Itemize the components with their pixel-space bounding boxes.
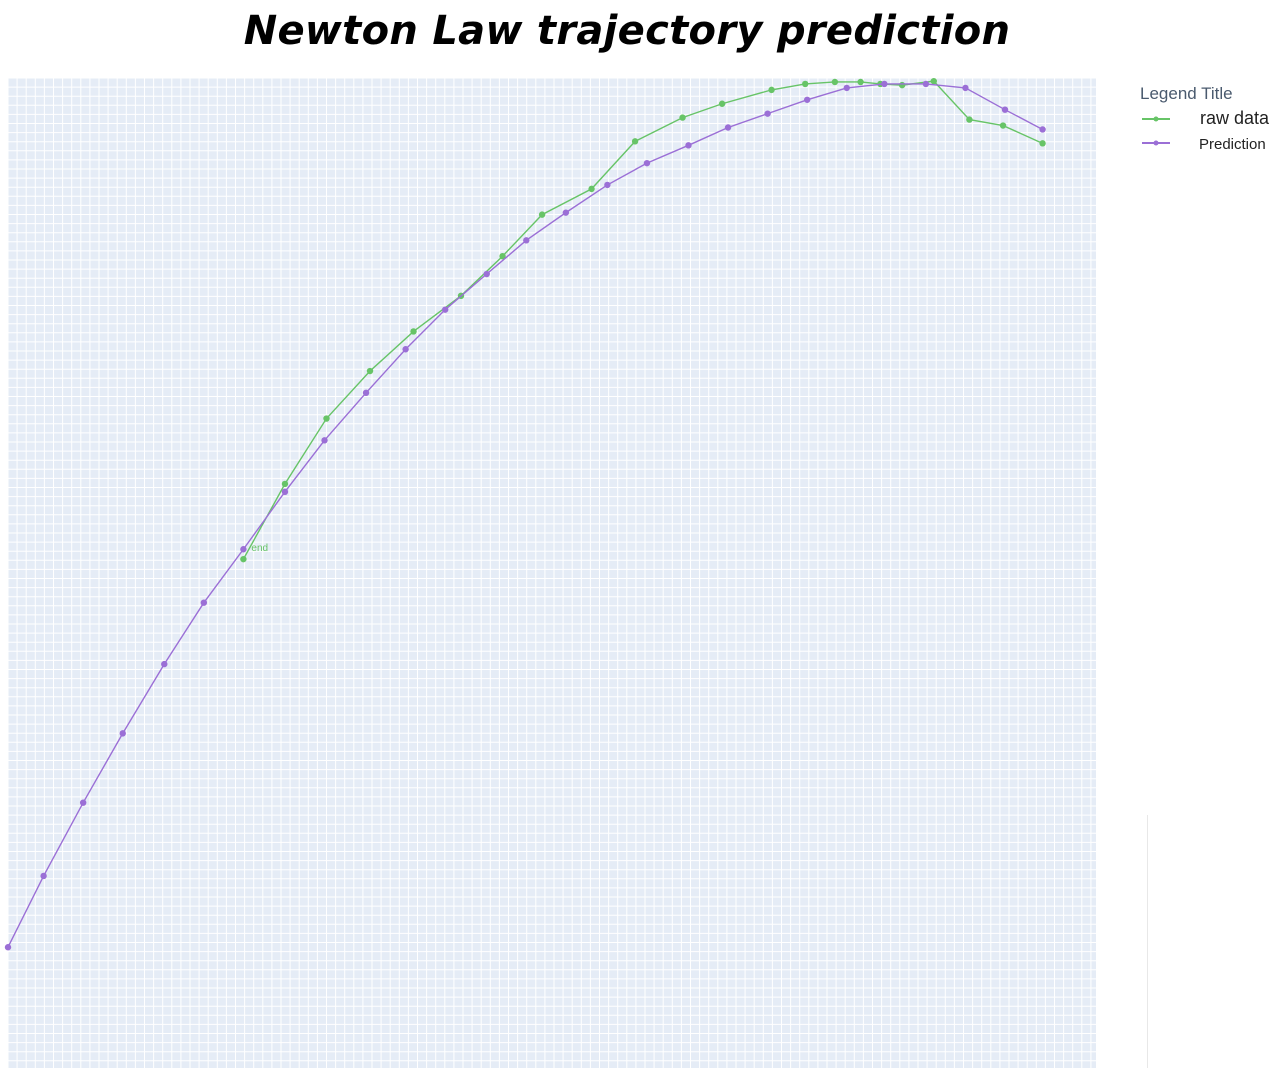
data-point-prediction[interactable] <box>643 159 651 167</box>
data-point-raw-data[interactable] <box>499 253 506 260</box>
data-point-raw-data[interactable] <box>718 100 726 107</box>
data-point-raw-data[interactable] <box>538 211 546 218</box>
legend-item-raw-data[interactable]: raw data <box>1138 108 1280 132</box>
legend-label-prediction: Prediction <box>1199 136 1266 153</box>
data-point-prediction[interactable] <box>881 80 888 88</box>
series-line-raw-data <box>242 80 1043 560</box>
data-point-prediction[interactable] <box>4 944 12 951</box>
data-point-prediction[interactable] <box>685 142 692 149</box>
data-point-prediction[interactable] <box>362 389 370 397</box>
data-point-prediction[interactable] <box>764 110 771 117</box>
data-point-raw-data[interactable] <box>966 116 973 123</box>
annotation-layer: end <box>251 543 268 554</box>
series-layer <box>4 77 1046 951</box>
plot-area <box>8 78 1096 1068</box>
data-point-prediction[interactable] <box>281 488 289 496</box>
data-point-prediction[interactable] <box>1039 126 1046 133</box>
data-point-raw-data[interactable] <box>898 81 906 89</box>
data-point-raw-data[interactable] <box>768 86 775 94</box>
series-prediction <box>4 80 1046 951</box>
legend-swatch-prediction <box>1142 140 1170 146</box>
data-point-raw-data[interactable] <box>323 415 330 422</box>
data-point-prediction[interactable] <box>562 209 570 216</box>
data-point-raw-data[interactable] <box>831 78 839 86</box>
chart-title-text: Newton Law trajectory prediction <box>243 8 1011 54</box>
legend-title: Legend Title <box>1140 84 1233 103</box>
data-point-prediction[interactable] <box>724 124 732 131</box>
data-point-raw-data[interactable] <box>999 122 1007 129</box>
grid-lines <box>7 77 1096 1068</box>
data-point-raw-data[interactable] <box>857 78 864 86</box>
data-point-prediction[interactable] <box>962 84 969 92</box>
data-point-raw-data[interactable] <box>366 367 374 375</box>
divider-line <box>1147 815 1148 1068</box>
data-point-prediction[interactable] <box>483 270 490 278</box>
data-point-raw-data[interactable] <box>631 138 639 145</box>
annotation-end: end <box>251 543 268 554</box>
data-point-raw-data[interactable] <box>281 480 289 488</box>
data-point-raw-data[interactable] <box>802 80 809 88</box>
data-point-prediction[interactable] <box>803 96 811 103</box>
legend-label-raw-data: raw data <box>1200 108 1270 128</box>
data-point-prediction[interactable] <box>161 660 168 668</box>
data-point-prediction[interactable] <box>119 730 126 737</box>
legend-item-prediction[interactable]: Prediction <box>1138 132 1280 156</box>
data-point-prediction[interactable] <box>843 84 850 92</box>
data-point-prediction[interactable] <box>523 237 530 244</box>
data-point-raw-data[interactable] <box>1039 140 1046 147</box>
data-point-prediction[interactable] <box>321 437 328 444</box>
legend: Legend Title raw data Prediction <box>1138 84 1280 156</box>
data-point-raw-data[interactable] <box>679 114 686 121</box>
data-point-prediction[interactable] <box>200 599 208 606</box>
data-point-prediction[interactable] <box>79 799 87 806</box>
data-point-prediction[interactable] <box>922 80 930 88</box>
data-point-prediction[interactable] <box>441 306 449 313</box>
data-point-prediction[interactable] <box>40 872 47 880</box>
data-point-raw-data[interactable] <box>930 77 937 85</box>
legend-swatch-raw-data <box>1142 116 1170 122</box>
data-point-raw-data[interactable] <box>410 328 417 335</box>
data-point-raw-data[interactable] <box>588 185 595 193</box>
data-point-prediction[interactable] <box>1001 106 1009 113</box>
data-point-prediction[interactable] <box>604 181 611 189</box>
data-point-raw-data[interactable] <box>240 555 247 563</box>
data-point-prediction[interactable] <box>402 346 409 353</box>
data-point-prediction[interactable] <box>240 546 247 553</box>
